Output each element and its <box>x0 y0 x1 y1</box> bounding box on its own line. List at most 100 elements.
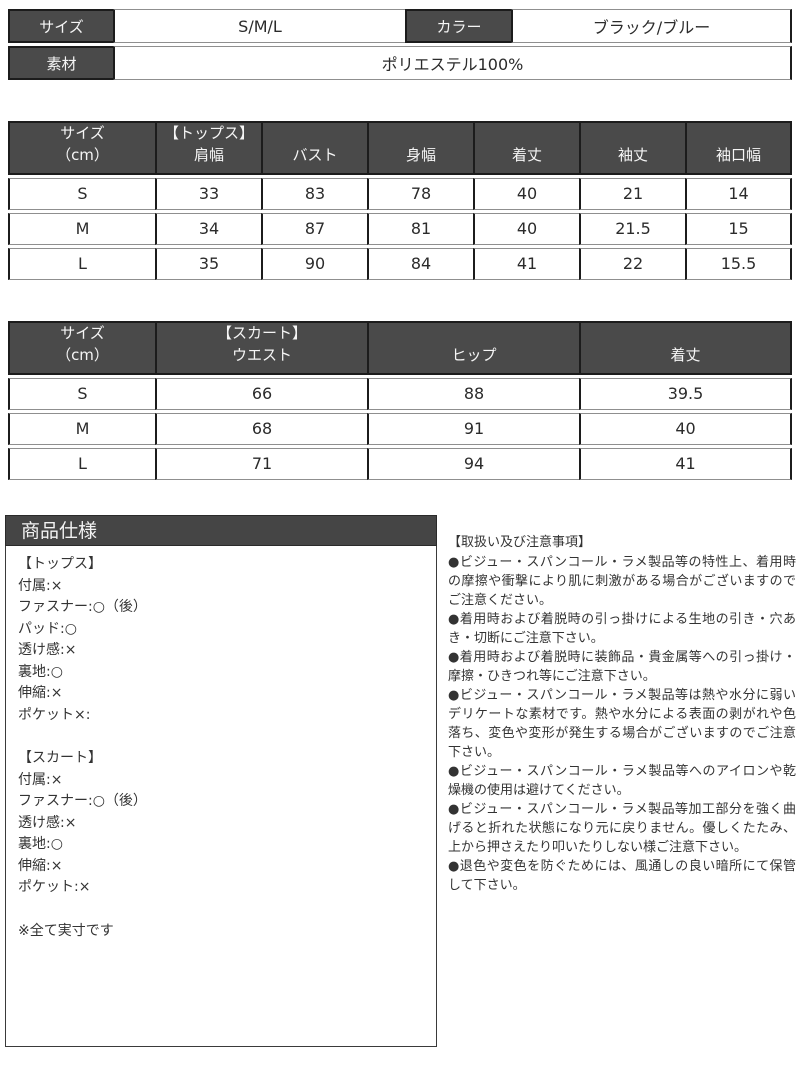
column-header-length: 着丈 <box>473 121 579 175</box>
skirt-group-header-cell: 【スカート】 ウエスト <box>155 321 367 375</box>
product-spec-title: 商品仕様 <box>21 520 98 542</box>
table-row-l: L 35 90 84 41 22 15.5 <box>8 247 792 280</box>
column-header: 肩幅 <box>193 145 224 164</box>
spec-line: 付属:× <box>18 577 63 594</box>
size-cm-line1: サイズ <box>60 124 105 142</box>
handling-note-item: ●ビジュー・スパンコール・ラメ製品等は熱や水分に弱いデリケートな素材です。熱や水… <box>448 688 796 760</box>
row-size-cell: S <box>8 377 155 410</box>
tops-group-header-cell: 【トップス】 肩幅 <box>155 121 261 175</box>
measure-cell: 15.5 <box>685 247 792 280</box>
measure-cell: 88 <box>367 377 579 410</box>
product-spec-body: 【トップス】 付属:× ファスナー:○（後） パッド:○ 透け感:× 裏地:○ … <box>5 546 437 1047</box>
column-header: 着丈 <box>670 345 701 364</box>
column-header-body-width: 身幅 <box>367 121 473 175</box>
size-cm-header-cell: サイズ （cm） <box>8 321 155 375</box>
size-cm-line2: （cm） <box>56 145 109 164</box>
column-header: ヒップ <box>451 345 497 364</box>
measure-cell: 87 <box>261 212 367 245</box>
row-size-cell: S <box>8 177 155 210</box>
column-header-bust: バスト <box>261 121 367 175</box>
column-header-length: 着丈 <box>579 321 792 375</box>
tops-spec-heading: 【トップス】 <box>18 556 102 572</box>
measure-cell: 68 <box>155 412 367 445</box>
table-row-m: M 34 87 81 40 21.5 15 <box>8 212 792 245</box>
column-header: 袖口幅 <box>715 145 761 164</box>
handling-note-item: ●退色や変色を防ぐためには、風通しの良い暗所にて保管して下さい。 <box>448 859 796 893</box>
measure-cell: 40 <box>473 177 579 210</box>
size-value-cell: S/M/L <box>113 9 405 43</box>
color-label-cell: カラー <box>405 9 511 43</box>
skirt-spec-heading: 【スカート】 <box>18 750 102 766</box>
row-size-cell: L <box>8 447 155 480</box>
size-cm-header-cell: サイズ （cm） <box>8 121 155 175</box>
measure-cell: 71 <box>155 447 367 480</box>
measure-cell: 41 <box>473 247 579 280</box>
measure-cell: 40 <box>579 412 792 445</box>
spec-line: 透け感:× <box>18 814 77 831</box>
color-value-cell: ブラック/ブルー <box>511 9 792 43</box>
size-cm-line2: （cm） <box>56 345 109 364</box>
size-color-material-table: サイズ S/M/L カラー ブラック/ブルー 素材 ポリエステル100% <box>8 6 792 83</box>
column-header-hip: ヒップ <box>367 321 579 375</box>
column-header: バスト <box>292 145 338 164</box>
spec-line: ポケット×: <box>18 706 91 723</box>
measure-cell: 90 <box>261 247 367 280</box>
handling-notes-title: 【取扱い及び注意事項】 <box>448 535 592 550</box>
spec-line: 裏地:○ <box>18 836 63 852</box>
measure-cell: 83 <box>261 177 367 210</box>
size-label-cell: サイズ <box>8 9 113 43</box>
measure-cell: 34 <box>155 212 261 245</box>
column-header: 袖丈 <box>617 145 648 164</box>
actual-measurement-note: ※全て実寸です <box>18 922 114 939</box>
row-size-cell: M <box>8 412 155 445</box>
column-header-cuff-width: 袖口幅 <box>685 121 792 175</box>
measure-cell: 39.5 <box>579 377 792 410</box>
table-header-row: サイズ （cm） 【スカート】 ウエスト ヒップ 着丈 <box>8 321 792 375</box>
measure-cell: 94 <box>367 447 579 480</box>
measure-cell: 41 <box>579 447 792 480</box>
table-row: 素材 ポリエステル100% <box>8 46 792 80</box>
column-header-sleeve-length: 袖丈 <box>579 121 685 175</box>
table-row-s: S 66 88 39.5 <box>8 377 792 410</box>
measure-cell: 15 <box>685 212 792 245</box>
row-size-cell: M <box>8 212 155 245</box>
spec-line: 付属:× <box>18 771 63 788</box>
spec-line: ポケット:× <box>18 879 91 895</box>
measure-cell: 33 <box>155 177 261 210</box>
handling-note-item: ●ビジュー・スパンコール・ラメ製品等加工部分を強く曲げると折れた状態になり元に戻… <box>448 802 796 855</box>
measure-cell: 84 <box>367 247 473 280</box>
spec-line: パッド:○ <box>18 620 77 637</box>
spec-line: ファスナー:○（後） <box>18 793 147 809</box>
spec-line: ファスナー:○（後） <box>18 599 147 615</box>
table-row-m: M 68 91 40 <box>8 412 792 445</box>
column-header: 着丈 <box>511 145 542 164</box>
measure-cell: 21 <box>579 177 685 210</box>
tops-size-table: サイズ （cm） 【トップス】 肩幅 バスト 身幅 着丈 袖丈 袖口幅 S 33… <box>8 118 792 283</box>
handling-note-item: ●着用時および着脱時の引っ掛けによる生地の引き・穴あき・切断にご注意下さい。 <box>448 612 796 646</box>
handling-notes-section: 【取扱い及び注意事項】 ●ビジュー・スパンコール・ラメ製品等の特性上、着用時の摩… <box>448 533 796 895</box>
measure-cell: 21.5 <box>579 212 685 245</box>
spec-line: 裏地:○ <box>18 663 63 680</box>
column-header: ウエスト <box>231 345 292 364</box>
measure-cell: 40 <box>473 212 579 245</box>
spacer <box>18 899 424 921</box>
material-value-cell: ポリエステル100% <box>113 46 792 80</box>
table-header-row: サイズ （cm） 【トップス】 肩幅 バスト 身幅 着丈 袖丈 袖口幅 <box>8 121 792 175</box>
measure-cell: 22 <box>579 247 685 280</box>
material-label-cell: 素材 <box>8 46 113 80</box>
product-spec-box: 商品仕様 【トップス】 付属:× ファスナー:○（後） パッド:○ 透け感:× … <box>5 515 437 1047</box>
handling-note-item: ●ビジュー・スパンコール・ラメ製品等へのアイロンや乾燥機の使用は避けてください。 <box>448 764 796 798</box>
spec-line: 透け感:× <box>18 642 77 658</box>
measure-cell: 66 <box>155 377 367 410</box>
skirt-group-label: 【スカート】 <box>216 324 307 342</box>
measure-cell: 14 <box>685 177 792 210</box>
table-row: サイズ S/M/L カラー ブラック/ブルー <box>8 9 792 43</box>
skirt-size-table: サイズ （cm） 【スカート】 ウエスト ヒップ 着丈 S 66 88 39.5… <box>8 318 792 483</box>
handling-note-item: ●着用時および着脱時に装飾品・貴金属等への引っ掛け・摩擦・ひきつれ等にご注意下さ… <box>448 650 796 684</box>
table-row-s: S 33 83 78 40 21 14 <box>8 177 792 210</box>
spec-line: 伸縮:× <box>18 857 63 874</box>
measure-cell: 91 <box>367 412 579 445</box>
measure-cell: 81 <box>367 212 473 245</box>
measure-cell: 35 <box>155 247 261 280</box>
